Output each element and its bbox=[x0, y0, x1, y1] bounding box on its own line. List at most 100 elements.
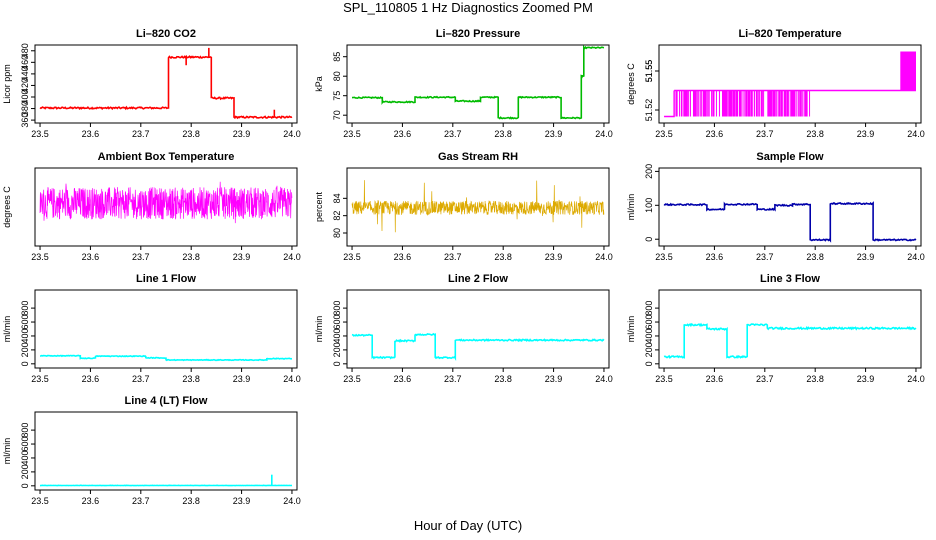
plot-frame bbox=[346, 44, 610, 124]
x-tick-label: 24.0 bbox=[595, 252, 613, 262]
panel-title: Sample Flow bbox=[756, 151, 824, 163]
x-tick-label: 23.5 bbox=[343, 252, 361, 262]
x-tick-label: 24.0 bbox=[907, 129, 925, 139]
y-axis-label: ml/min bbox=[626, 316, 636, 343]
y-tick-label: 360 bbox=[20, 113, 30, 128]
x-tick-label: 24.0 bbox=[907, 374, 925, 384]
y-tick-label: 800 bbox=[20, 301, 30, 316]
x-tick-label: 23.8 bbox=[806, 374, 824, 384]
y-axis-label: ml/min bbox=[626, 194, 636, 221]
y-tick-label: 70 bbox=[332, 110, 342, 120]
panel-title: Line 4 (LT) Flow bbox=[125, 395, 208, 407]
x-tick-label: 23.9 bbox=[545, 252, 563, 262]
y-tick-label: 80 bbox=[332, 71, 342, 81]
plot-frame bbox=[346, 167, 610, 247]
x-tick-label: 23.5 bbox=[655, 252, 673, 262]
y-tick-label: 400 bbox=[20, 328, 30, 343]
y-tick-label: 200 bbox=[644, 164, 654, 179]
y-tick-label: 200 bbox=[20, 342, 30, 357]
panel-title: Line 2 Flow bbox=[448, 273, 508, 285]
y-tick-label: 600 bbox=[20, 315, 30, 330]
x-tick-label: 23.5 bbox=[31, 496, 49, 506]
y-tick-label: 800 bbox=[332, 301, 342, 316]
x-tick-label: 23.8 bbox=[182, 252, 200, 262]
x-tick-label: 23.8 bbox=[182, 129, 200, 139]
x-tick-label: 23.7 bbox=[444, 129, 462, 139]
plot-frame bbox=[34, 44, 298, 124]
plot-frame bbox=[34, 167, 298, 247]
x-tick-label: 23.9 bbox=[233, 374, 251, 384]
x-tick-label: 23.9 bbox=[233, 252, 251, 262]
series-line bbox=[351, 180, 605, 233]
x-tick-label: 23.6 bbox=[706, 252, 724, 262]
y-axis-label: ml/min bbox=[314, 316, 324, 343]
series-line bbox=[664, 90, 675, 118]
panel-box-temp: Ambient Box Temperature degrees C 23.5 23.6… bbox=[2, 151, 301, 262]
y-tick-label: 84 bbox=[332, 193, 342, 203]
panel-sample-flow: Sample Flow ml/min 23.5 23.6 23.7 23.8 23.9 24.… bbox=[626, 151, 925, 262]
x-tick-label: 23.9 bbox=[545, 374, 563, 384]
series-line bbox=[40, 354, 293, 362]
x-tick-label: 24.0 bbox=[283, 252, 301, 262]
y-tick-label: 200 bbox=[332, 342, 342, 357]
x-tick-label: 23.6 bbox=[82, 252, 100, 262]
x-tick-label: 23.8 bbox=[494, 252, 512, 262]
y-axis-label: percent bbox=[314, 191, 324, 222]
panel-co2: Li–820 CO2 Licor ppm 23.5 23.6 23.7 23.8 23.9 2… bbox=[2, 28, 301, 139]
x-tick-label: 24.0 bbox=[907, 252, 925, 262]
x-tick-label: 23.9 bbox=[233, 129, 251, 139]
panel-line4-flow: Line 4 (LT) Flow ml/min 23.5 23.6 23.7 23.8 23… bbox=[2, 395, 301, 506]
series-line bbox=[352, 44, 605, 120]
y-tick-label: 400 bbox=[20, 89, 30, 104]
panel-pressure: Li–820 Pressure kPa 23.5 23.6 23.7 23.8 23.9 24… bbox=[314, 28, 613, 139]
y-tick-label: 51.52 bbox=[644, 99, 654, 122]
x-tick-label: 23.8 bbox=[806, 252, 824, 262]
x-tick-label: 23.8 bbox=[494, 129, 512, 139]
x-tick-label: 23.9 bbox=[545, 129, 563, 139]
figure-xlabel: Hour of Day (UTC) bbox=[413, 518, 523, 533]
x-tick-label: 23.6 bbox=[394, 252, 412, 262]
y-tick-label: 100 bbox=[644, 198, 654, 213]
plot-frame bbox=[658, 44, 922, 124]
plot-frame bbox=[658, 167, 922, 247]
figure-title: SPL_110805 1 Hz Diagnostics Zoomed PM bbox=[343, 0, 593, 15]
x-tick-label: 23.6 bbox=[394, 129, 412, 139]
x-tick-label: 23.7 bbox=[444, 252, 462, 262]
y-tick-label: 800 bbox=[20, 423, 30, 438]
y-axis-label: degrees C bbox=[626, 63, 636, 105]
panel-title: Li–820 Temperature bbox=[738, 28, 841, 40]
x-tick-label: 23.6 bbox=[706, 129, 724, 139]
x-tick-label: 24.0 bbox=[595, 374, 613, 384]
y-tick-label: 0 bbox=[644, 361, 654, 366]
x-tick-label: 23.5 bbox=[343, 129, 361, 139]
x-tick-label: 23.5 bbox=[31, 374, 49, 384]
x-tick-label: 24.0 bbox=[283, 496, 301, 506]
series-line bbox=[351, 332, 605, 362]
x-tick-label: 23.7 bbox=[444, 374, 462, 384]
x-tick-label: 23.7 bbox=[756, 252, 774, 262]
y-tick-label: 0 bbox=[20, 361, 30, 366]
y-tick-label: 200 bbox=[20, 464, 30, 479]
y-tick-label: 82 bbox=[332, 211, 342, 221]
x-tick-label: 23.9 bbox=[857, 252, 875, 262]
y-tick-label: 85 bbox=[332, 52, 342, 62]
y-tick-label: 400 bbox=[20, 450, 30, 465]
y-tick-label: 0 bbox=[644, 237, 654, 242]
x-tick-label: 23.7 bbox=[132, 496, 150, 506]
x-tick-label: 23.6 bbox=[82, 374, 100, 384]
panel-title: Gas Stream RH bbox=[438, 151, 518, 163]
x-tick-label: 23.6 bbox=[82, 129, 100, 139]
panel-title: Li–820 CO2 bbox=[136, 28, 196, 40]
x-tick-label: 23.6 bbox=[706, 374, 724, 384]
x-tick-label: 23.9 bbox=[857, 129, 875, 139]
plot-frame bbox=[346, 289, 610, 369]
y-tick-label: 51.55 bbox=[644, 60, 654, 83]
panel-title: Li–820 Pressure bbox=[436, 28, 520, 40]
y-axis-label: kPa bbox=[314, 76, 324, 92]
plot-frame bbox=[658, 289, 922, 369]
x-tick-label: 23.7 bbox=[756, 374, 774, 384]
x-tick-label: 23.8 bbox=[806, 129, 824, 139]
y-axis-label: degrees C bbox=[2, 186, 12, 228]
